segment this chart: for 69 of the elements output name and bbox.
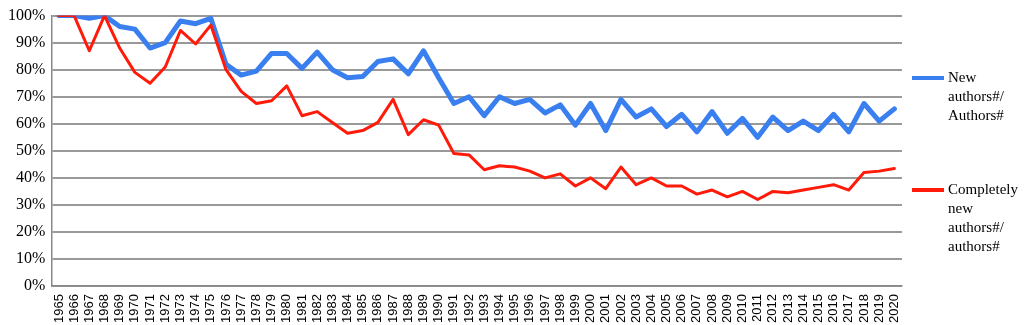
x-tick-label: 2015: [809, 294, 825, 323]
y-tick-label: 70%: [16, 86, 46, 104]
x-tick-label: 1983: [323, 294, 339, 323]
y-tick-label: 50%: [16, 141, 46, 159]
x-tick-label: 2011: [749, 294, 765, 323]
x-tick-label: 2007: [688, 294, 704, 323]
y-tick-label: 0%: [24, 276, 46, 294]
x-tick-label: 2002: [612, 294, 628, 323]
y-tick-label: 60%: [16, 114, 46, 131]
y-tick-label: 20%: [16, 222, 46, 240]
x-tick-label: 2009: [718, 294, 734, 323]
legend-label: New authors#/ Authors#: [948, 68, 1005, 125]
y-tick-label: 80%: [16, 59, 46, 77]
x-tick-label: 1986: [369, 294, 385, 323]
x-tick-label: 2019: [870, 294, 886, 323]
x-tick-label: 1982: [308, 294, 324, 323]
x-tick-label: 1968: [96, 294, 112, 323]
x-tick-label: 1988: [399, 294, 415, 323]
x-tick-label: 2012: [764, 294, 780, 323]
y-tick-label: 90%: [16, 32, 46, 50]
x-tick-label: 1966: [65, 294, 81, 323]
x-tick-label: 1987: [384, 294, 400, 323]
x-tick-label: 1985: [354, 294, 370, 323]
x-tick-label: 1967: [80, 294, 96, 323]
x-tick-label: 1994: [491, 294, 507, 323]
x-tick-label: 1969: [111, 294, 127, 323]
x-tick-label: 2013: [779, 294, 795, 323]
x-tick-label: 1977: [232, 294, 248, 323]
x-tick-label: 1979: [263, 294, 279, 323]
y-tick-label: 30%: [16, 195, 46, 213]
x-tick-label: 2016: [825, 294, 841, 323]
x-tick-label: 2003: [627, 294, 643, 323]
x-tick-label: 1971: [141, 294, 157, 323]
x-tick-label: 1973: [172, 294, 188, 323]
x-tick-label: 1993: [475, 294, 491, 323]
x-tick-label: 1992: [460, 294, 476, 323]
x-tick-label: 2001: [597, 294, 613, 323]
x-tick-label: 2006: [673, 294, 689, 323]
x-tick-label: 1984: [339, 294, 355, 323]
x-tick-label: 2008: [703, 294, 719, 323]
x-tick-label: 2000: [582, 294, 598, 323]
x-tick-label: 1995: [506, 294, 522, 323]
x-tick-label: 1972: [156, 294, 172, 323]
x-tick-label: 1989: [415, 294, 431, 323]
x-tick-label: 2020: [885, 294, 901, 323]
x-tick-label: 2018: [855, 294, 871, 323]
x-tick-label: 1996: [521, 294, 537, 323]
x-tick-label: 1965: [50, 294, 66, 323]
x-tick-label: 1976: [217, 294, 233, 323]
x-tick-label: 1978: [247, 294, 263, 323]
x-tick-label: 1998: [551, 294, 567, 323]
x-tick-label: 1997: [536, 294, 552, 323]
x-tick-label: 1999: [566, 294, 582, 323]
x-tick-label: 1980: [278, 294, 294, 323]
x-tick-label: 2014: [794, 294, 810, 323]
x-tick-label: 1975: [202, 294, 218, 323]
x-tick-label: 2010: [734, 294, 750, 323]
x-tick-label: 1974: [187, 294, 203, 323]
x-tick-label: 2004: [642, 294, 658, 323]
y-tick-label: 40%: [16, 168, 46, 186]
x-tick-label: 1981: [293, 294, 309, 323]
x-tick-label: 1990: [430, 294, 446, 323]
x-tick-label: 2017: [840, 294, 856, 323]
y-tick-label: 100%: [8, 5, 46, 23]
legend-label: Completely new authors#/ authors#: [948, 180, 1019, 256]
x-tick-label: 1991: [445, 294, 461, 323]
x-tick-label: 2005: [658, 294, 674, 323]
y-tick-label: 10%: [16, 249, 46, 267]
x-tick-label: 1970: [126, 294, 142, 323]
